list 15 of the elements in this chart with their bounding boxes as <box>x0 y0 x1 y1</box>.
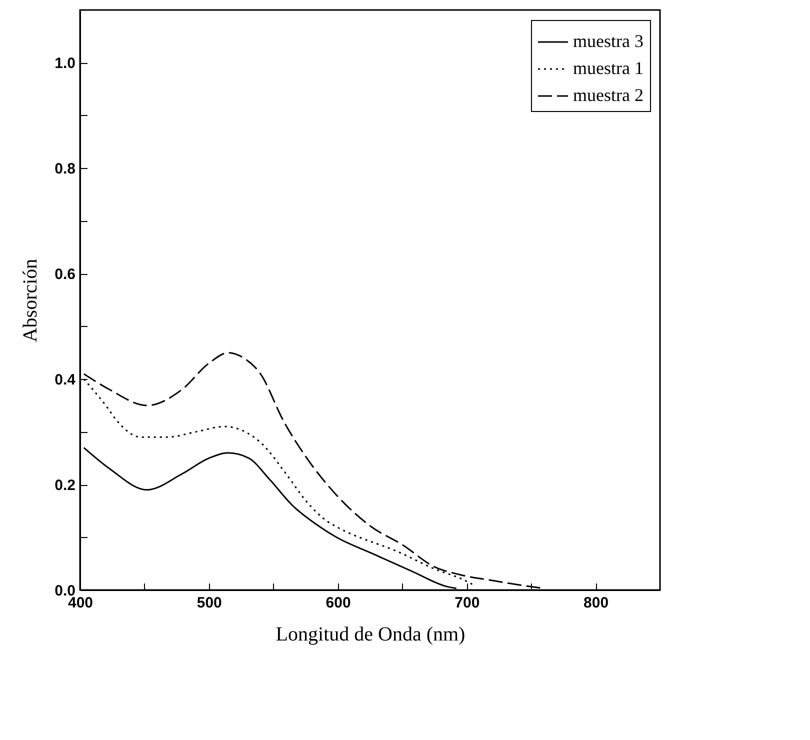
y-tick-label: 1.0 <box>54 55 76 72</box>
y-tick-label: 0.2 <box>54 477 76 494</box>
legend-label: muestra 3 <box>573 31 644 51</box>
legend-label: muestra 1 <box>573 58 644 78</box>
x-tick-label: 500 <box>196 594 222 612</box>
y-tick-label: 0.6 <box>54 266 76 284</box>
x-tick-label: 800 <box>584 594 609 612</box>
y-tick-label: 0.4 <box>54 372 76 389</box>
legend-label: muestra 2 <box>573 85 644 105</box>
x-tick-label: 700 <box>454 594 480 612</box>
y-axis-title: Absorción <box>20 258 42 342</box>
x-axis-title: Longitud de Onda (nm) <box>276 624 466 646</box>
x-tick-label: 600 <box>326 594 351 612</box>
y-tick-label: 0.8 <box>54 160 76 178</box>
x-tick-label: 400 <box>68 594 94 612</box>
